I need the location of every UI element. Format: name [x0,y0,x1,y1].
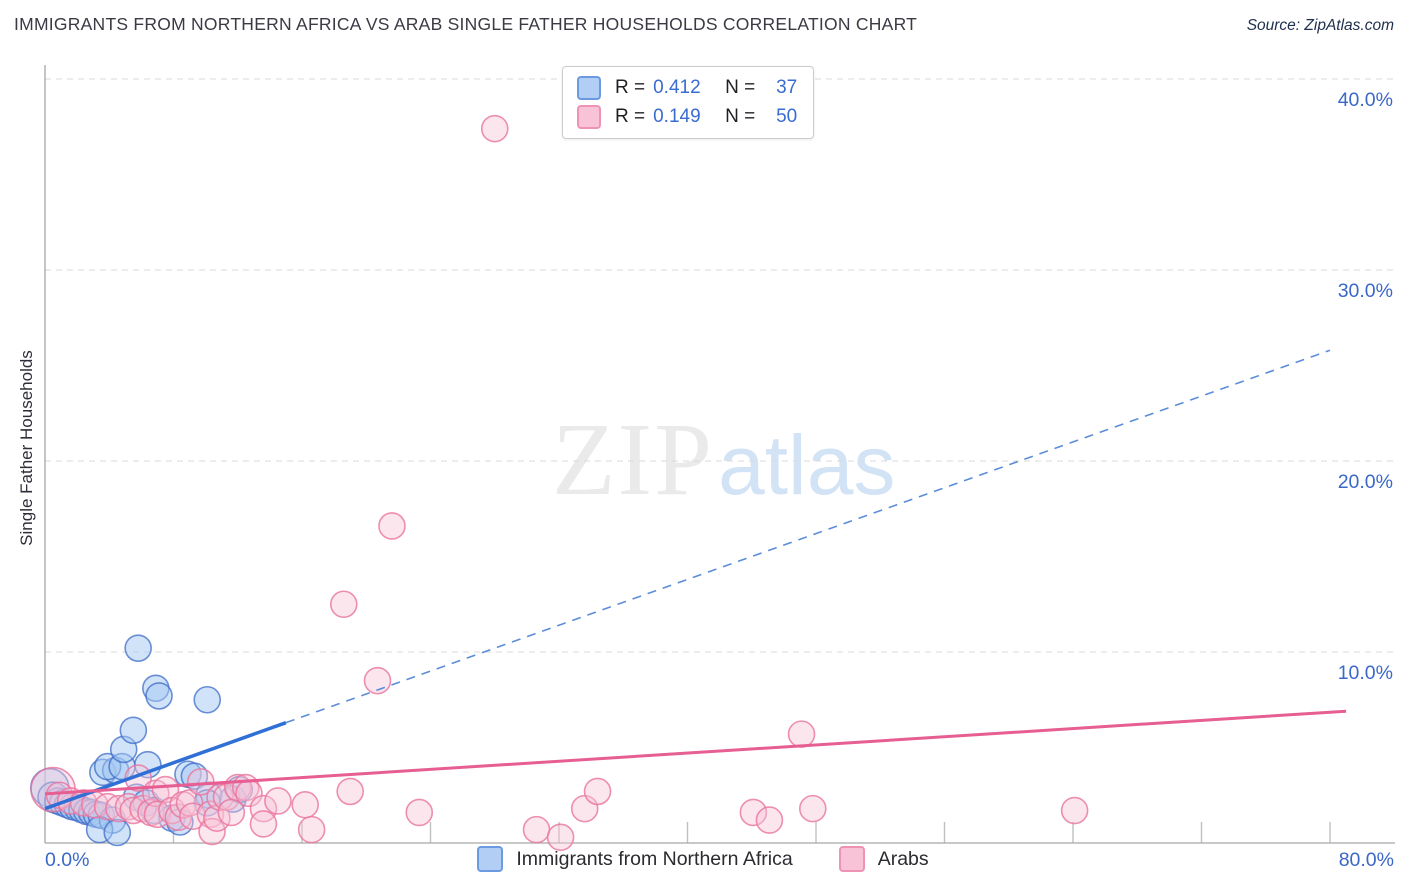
x-axis-min-label: 0.0% [45,849,90,871]
blue-point [119,716,148,745]
blue-point [193,685,222,714]
n-value: 37 [776,77,798,98]
blue-trend-line [44,721,287,811]
pink-point [755,806,784,834]
x-axis-max-label: 80.0% [1338,849,1394,871]
pink-point [739,798,768,827]
series-legend-label: Arabs [877,847,929,870]
r-value: 0.412 [653,77,701,98]
r-value: 0.149 [653,106,701,127]
pink-point [178,802,207,831]
pink-point [264,787,292,815]
blue-series-swatch [577,76,601,100]
pink-trend-line [44,709,1347,796]
y-tick-label: 40.0% [1338,89,1393,111]
r-label: R = [615,106,646,127]
y-tick-label: 20.0% [1338,471,1393,493]
pink-point [114,792,143,821]
pink-point [522,815,551,844]
series-legend-label: Immigrants from Northern Africa [516,847,793,870]
pink-point [546,823,575,852]
blue-point [103,818,132,847]
pink-point [336,777,364,806]
pink-point [297,815,326,844]
pink-point [151,775,180,804]
pink-series-swatch [838,846,865,872]
header: IMMIGRANTS FROM NORTHERN AFRICA VS ARAB … [14,14,1394,35]
source-label: Source: ZipAtlas.com [1246,17,1394,34]
n-value: 50 [776,106,798,127]
pink-point [583,777,612,806]
blue-series-swatch [477,846,504,872]
pink-point [291,790,320,819]
correlation-legend: R = 0.412 N = 37 R = 0.149 N = 50 [562,66,815,139]
pink-point [329,590,358,619]
pink-point [105,794,133,823]
pink-point [249,794,278,823]
pink-series-swatch [577,105,601,129]
legend-row-blue: R = 0.412 N = 37 [577,76,797,100]
series-legend: Immigrants from Northern Africa Arabs [0,846,1406,872]
pink-point [787,720,816,748]
y-axis-title: Single Father Households [17,350,36,546]
pink-point [119,796,148,825]
page-title: IMMIGRANTS FROM NORTHERN AFRICA VS ARAB … [14,14,918,34]
y-tick-label: 30.0% [1338,280,1393,302]
r-label: R = [615,77,646,98]
pink-point [405,798,434,827]
pink-point [798,794,827,823]
legend-row-pink: R = 0.149 N = 50 [577,105,797,129]
pink-point [249,810,278,838]
series-legend-item-pink: Arabs [838,846,929,872]
pink-point [378,512,406,540]
pink-point [1060,796,1089,825]
blue-point [145,682,173,710]
n-label: N = [725,77,756,98]
blue-point [124,634,152,662]
series-legend-item-blue: Immigrants from Northern Africa [477,846,793,872]
n-label: N = [725,106,756,127]
blue-trend-line-extrapolated [285,349,1331,724]
pink-point [480,114,509,143]
y-tick-label: 10.0% [1338,662,1393,684]
